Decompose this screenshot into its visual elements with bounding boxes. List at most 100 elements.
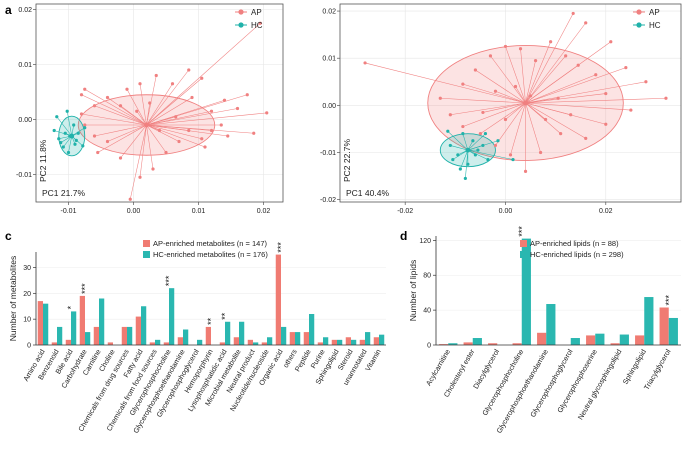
data-point-ap bbox=[258, 21, 262, 25]
bar-hc bbox=[570, 338, 580, 345]
bar-ap bbox=[635, 335, 645, 345]
legend-swatch-hc bbox=[520, 251, 527, 258]
spider-line-ap bbox=[510, 102, 526, 155]
spider-line-hc bbox=[452, 149, 469, 160]
spider-line-ap bbox=[525, 102, 546, 120]
spider-line-ap bbox=[94, 105, 147, 126]
legend-swatch-hc bbox=[143, 251, 150, 258]
spider-line-ap bbox=[94, 124, 147, 137]
legend-swatch-ap bbox=[520, 240, 527, 247]
data-point-ap bbox=[594, 73, 598, 77]
x-tick-label: -0.02 bbox=[397, 208, 413, 215]
bar-hc bbox=[644, 297, 654, 345]
data-point-hc bbox=[446, 129, 450, 133]
bar-ap bbox=[121, 326, 127, 345]
pca-panel-a: -0.01 0.00 0.01 0.02 -0.01 0.00 0.01 0.02 PC1 21… bbox=[16, 3, 284, 215]
bar-ap bbox=[205, 326, 211, 345]
y-tick-label: 20 bbox=[23, 291, 31, 298]
bar-hc bbox=[337, 339, 343, 345]
data-point-ap bbox=[549, 40, 553, 44]
legend-label-hc: HC-enriched lipids (n = 298) bbox=[530, 250, 624, 259]
data-point-ap bbox=[265, 111, 269, 115]
data-point-ap bbox=[79, 112, 84, 116]
bar-ap bbox=[439, 344, 449, 345]
bar-hc bbox=[448, 343, 458, 345]
data-point-ap bbox=[664, 96, 668, 100]
plot-area bbox=[36, 4, 283, 202]
data-point-ap bbox=[503, 44, 508, 49]
spider-line-ap bbox=[462, 102, 526, 127]
spider-line-ap bbox=[525, 102, 631, 111]
spider-line-ap bbox=[146, 124, 254, 134]
spider-line-ap bbox=[84, 89, 147, 126]
category-label: Neutral glycosphingolipid bbox=[576, 348, 624, 422]
centroid-point-ap bbox=[144, 122, 149, 128]
bar-ap bbox=[463, 342, 473, 345]
bar-ap bbox=[373, 337, 379, 345]
x-tick-label: -0.01 bbox=[61, 208, 77, 215]
data-point-hc bbox=[486, 157, 490, 162]
legend-label-ap: AP bbox=[251, 8, 262, 17]
bar-ap bbox=[317, 342, 323, 345]
spider-line-hc bbox=[462, 133, 469, 151]
significance-annotation: * bbox=[66, 305, 76, 309]
bar-ap bbox=[261, 342, 267, 345]
spider-line-ap bbox=[146, 97, 193, 126]
spider-line-hc bbox=[56, 116, 72, 137]
x-axis-label: PC1 40.4% bbox=[346, 188, 389, 198]
spider-line-ap bbox=[120, 124, 147, 159]
data-point-ap bbox=[226, 134, 230, 138]
spider-line-ap bbox=[495, 102, 526, 146]
data-point-ap bbox=[488, 54, 493, 58]
data-point-ap bbox=[125, 87, 129, 91]
data-point-hc bbox=[451, 157, 455, 162]
data-point-hc bbox=[483, 132, 488, 136]
bar-hc bbox=[57, 326, 63, 345]
data-point-ap bbox=[559, 132, 563, 136]
data-point-ap bbox=[569, 113, 573, 117]
bar-ap bbox=[107, 342, 113, 345]
data-point-hc bbox=[471, 139, 475, 143]
data-point-hc bbox=[463, 176, 467, 181]
data-point-ap bbox=[187, 128, 191, 133]
spider-line-ap bbox=[440, 98, 526, 104]
data-point-ap bbox=[235, 106, 240, 111]
significance-annotation: ** bbox=[206, 317, 216, 325]
data-point-ap bbox=[448, 113, 452, 117]
panel-label-a: a bbox=[5, 3, 12, 17]
spider-line-ap bbox=[126, 89, 147, 126]
y-tick-label: -0.02 bbox=[320, 197, 336, 204]
bar-ap bbox=[163, 342, 169, 345]
bar-hc bbox=[546, 304, 556, 345]
spider-line-ap bbox=[146, 124, 228, 137]
data-point-hc bbox=[63, 131, 67, 135]
spider-line-ap bbox=[146, 102, 151, 126]
y-tick-label: 30 bbox=[23, 265, 31, 272]
data-point-ap bbox=[79, 93, 84, 97]
plot-frame bbox=[339, 3, 682, 203]
y-tick-label: 10 bbox=[23, 317, 31, 324]
data-point-ap bbox=[92, 104, 97, 108]
data-point-ap bbox=[624, 66, 628, 70]
bar-ap bbox=[303, 332, 309, 345]
data-point-hc bbox=[73, 142, 77, 146]
x-tick-label: 0.02 bbox=[257, 208, 271, 215]
spider-line-ap bbox=[129, 124, 147, 200]
legend-label-hc: HC bbox=[649, 21, 661, 30]
spider-line-ap bbox=[482, 102, 526, 113]
y-axis-label: PC2 11.8% bbox=[38, 139, 48, 182]
spider-line-ap bbox=[525, 102, 571, 116]
bar-ap bbox=[359, 339, 365, 345]
data-point-ap bbox=[478, 132, 483, 136]
data-point-hc bbox=[458, 167, 462, 171]
bar-ap bbox=[177, 337, 183, 345]
bar-hc bbox=[619, 334, 629, 345]
spider-line-ap bbox=[505, 46, 526, 104]
spider-line-ap bbox=[525, 60, 536, 104]
legend-swatch-ap bbox=[143, 240, 150, 247]
data-point-hc bbox=[59, 141, 63, 145]
data-point-ap bbox=[190, 95, 194, 100]
data-point-ap bbox=[493, 143, 498, 148]
legend-marker-ap bbox=[238, 9, 244, 15]
data-point-hc bbox=[74, 138, 78, 142]
